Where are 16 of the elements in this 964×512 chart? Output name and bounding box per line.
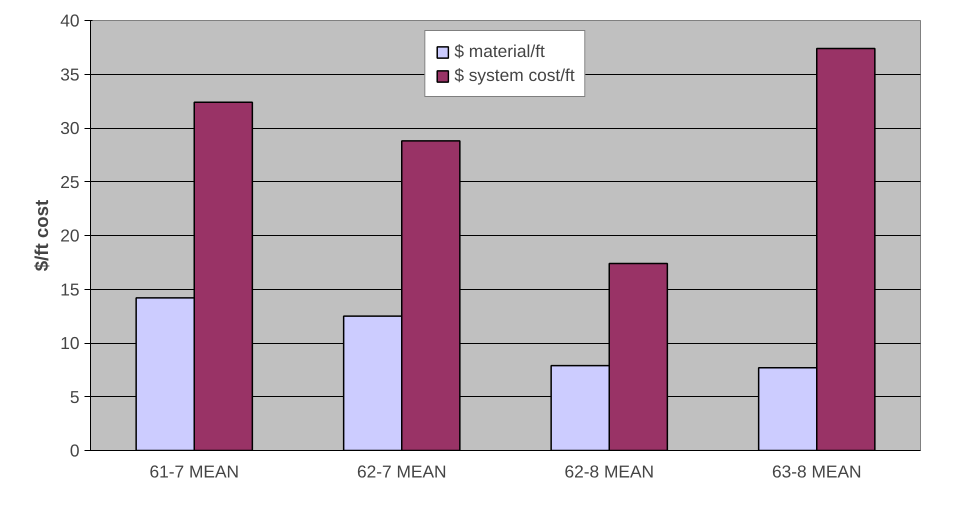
legend-label: $ material/ft: [454, 41, 545, 62]
x-tick-label: 62-8 MEAN: [564, 462, 654, 482]
x-tick-label: 62-7 MEAN: [356, 462, 447, 482]
y-tick-label: 30: [60, 118, 80, 138]
y-tick-label: 5: [70, 386, 80, 407]
y-tick-label: 10: [60, 333, 80, 353]
legend-label: $ system cost/ft: [454, 65, 575, 86]
y-tick-label: 40: [60, 10, 80, 30]
y-axis-title: $/ft cost: [31, 200, 52, 272]
x-tick-label: 63-8 MEAN: [772, 462, 862, 482]
y-tick-label: 35: [60, 64, 80, 84]
x-tick-label: 61-7 MEAN: [149, 462, 240, 482]
y-tick-label: 20: [60, 226, 80, 246]
y-tick-label: 25: [60, 172, 80, 192]
y-tick-label: 15: [60, 279, 80, 300]
y-tick-label: 0: [70, 440, 80, 460]
